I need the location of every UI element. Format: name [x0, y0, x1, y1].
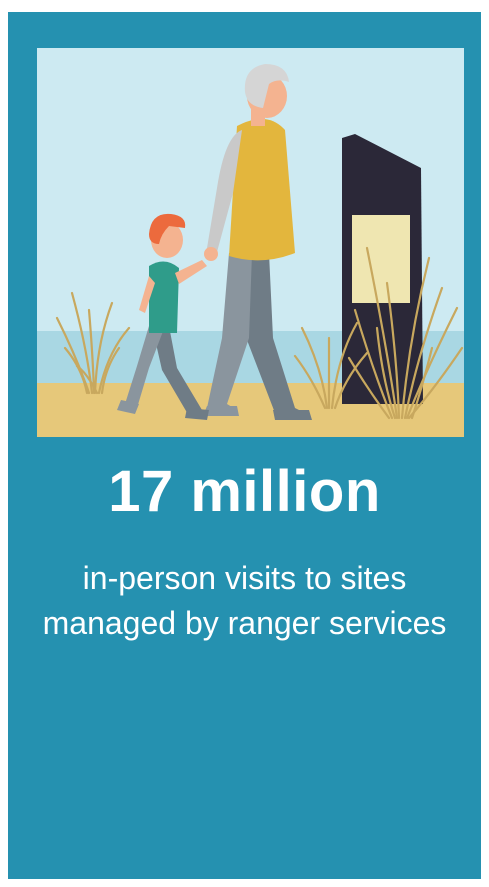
stat-card: 17 million in-person visits to sites man… — [8, 12, 481, 879]
grass-icon — [55, 246, 464, 420]
beach-walk-illustration — [37, 48, 464, 437]
stat-value: 17 million — [108, 459, 381, 524]
stat-description: in-person visits to sites managed by ran… — [42, 560, 447, 641]
grandparent-figure — [203, 64, 312, 420]
child-figure — [117, 213, 209, 420]
